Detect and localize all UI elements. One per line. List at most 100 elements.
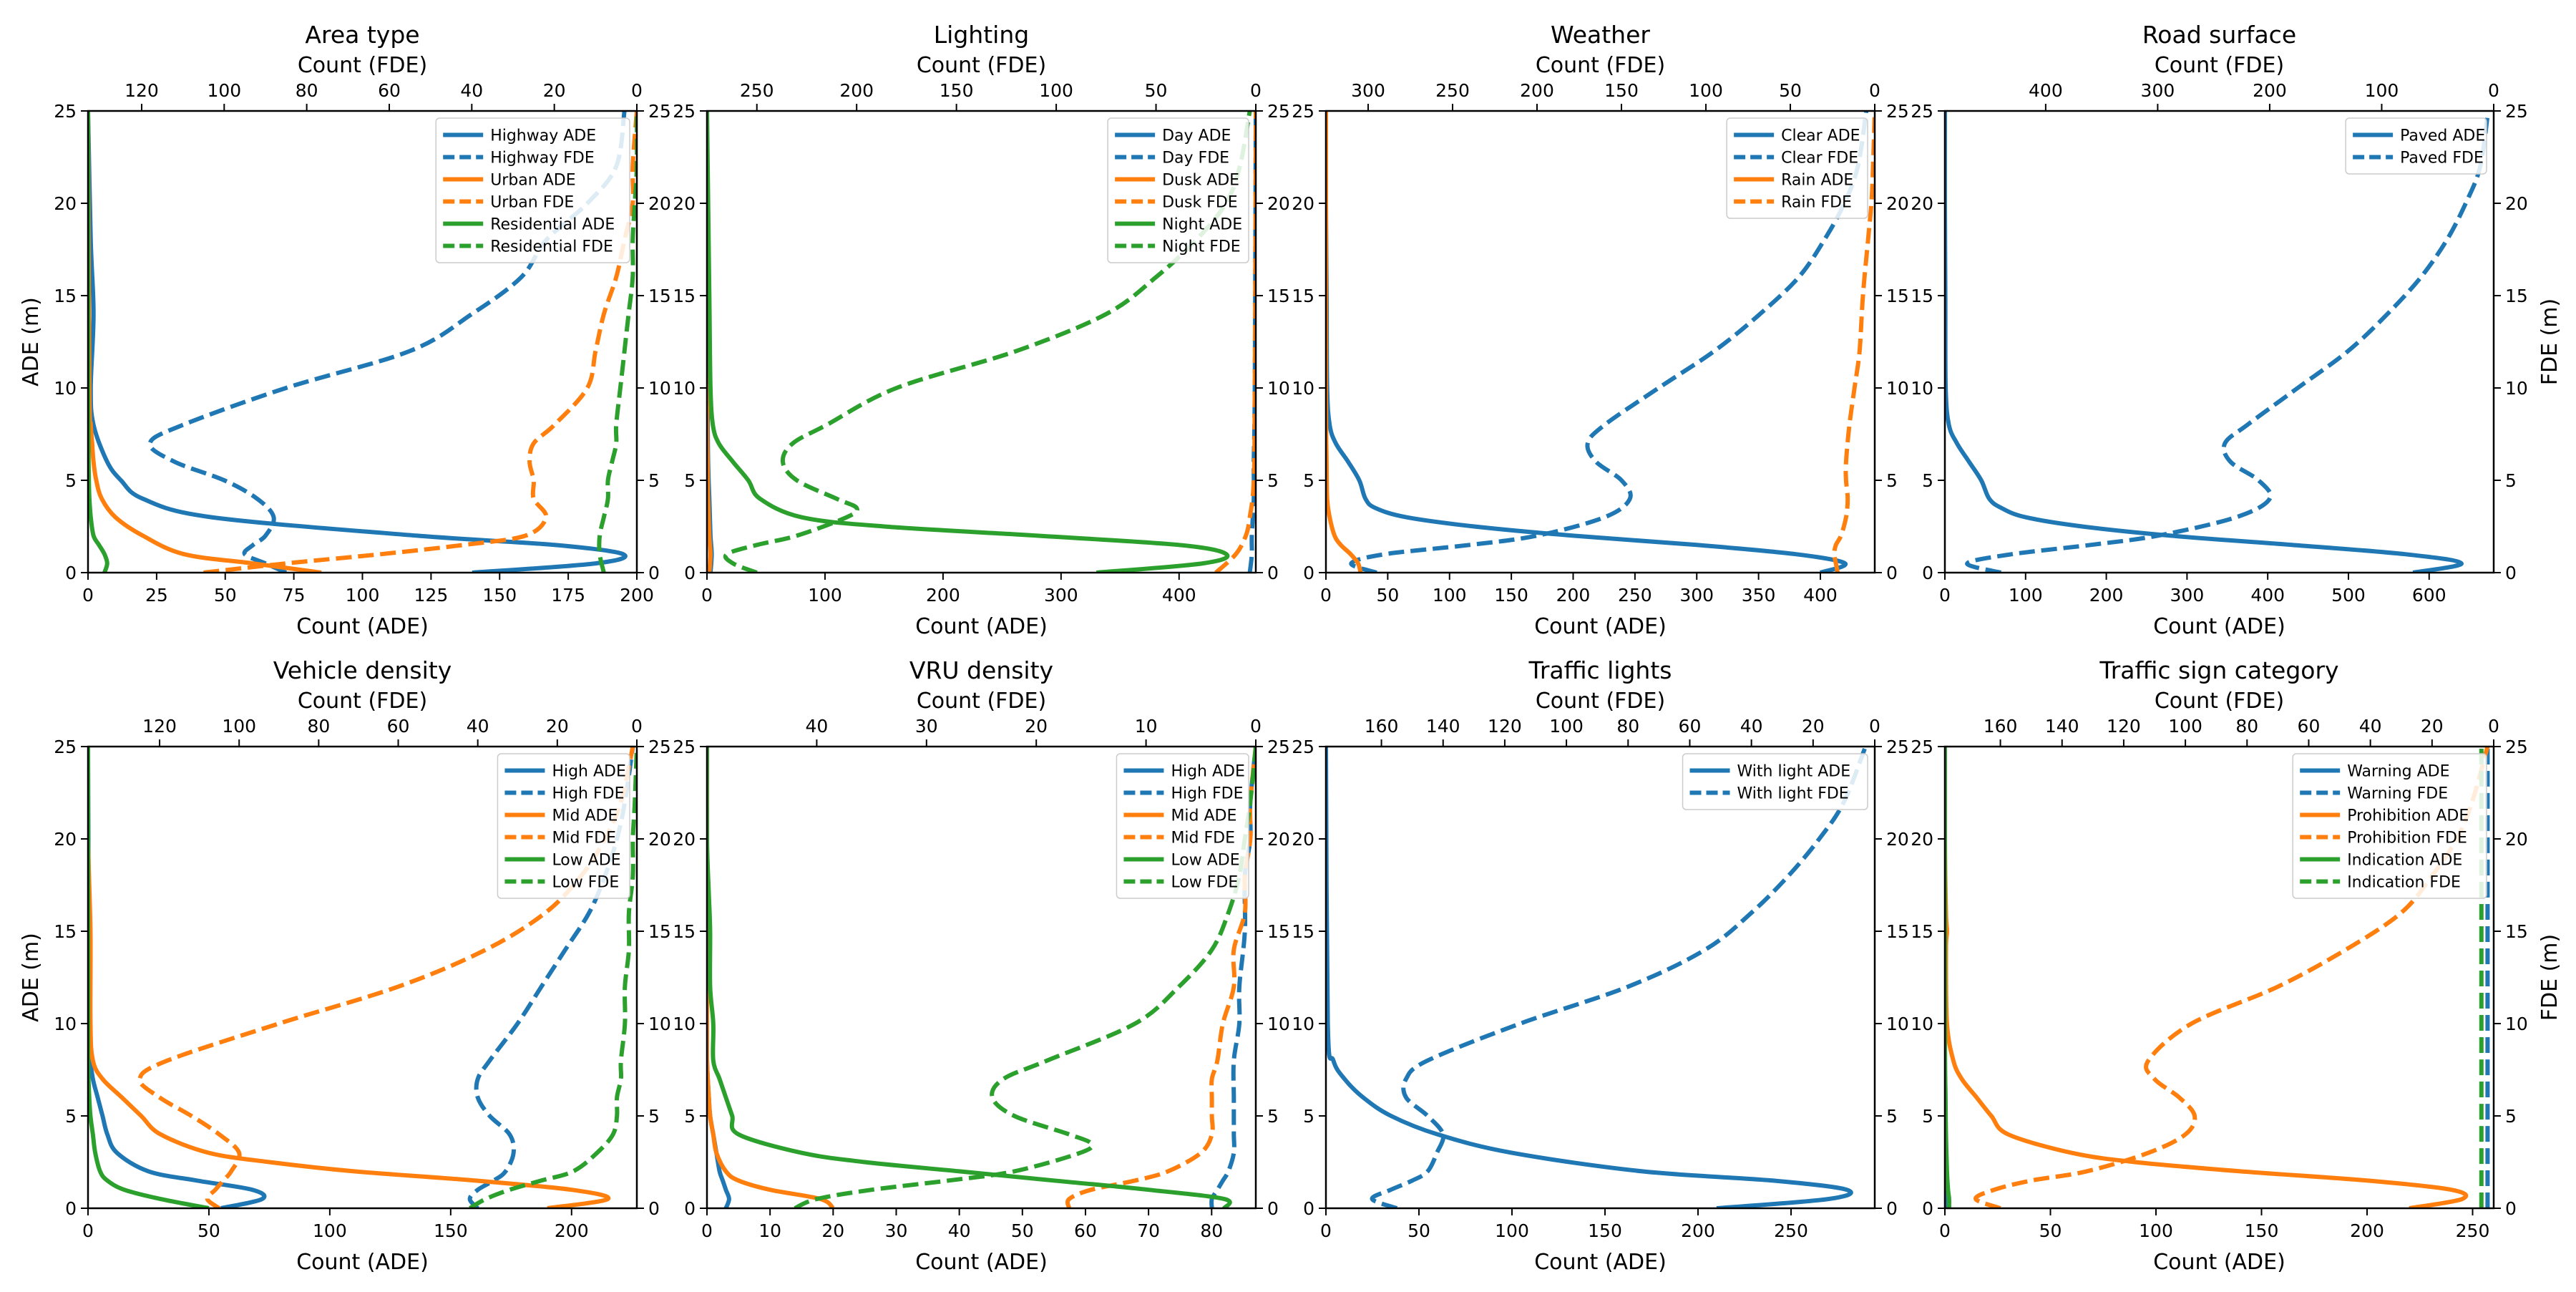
y-tick-label-right: 5 bbox=[1267, 470, 1279, 491]
y-tick-label-left: 5 bbox=[684, 1106, 696, 1127]
y-tick-label-left: 10 bbox=[1911, 378, 1933, 399]
y-tick-label-left: 25 bbox=[54, 737, 77, 757]
x-tick-label-top: 160 bbox=[1365, 716, 1399, 737]
y-tick-label-right: 20 bbox=[1886, 193, 1909, 214]
y-tick-label-right: 5 bbox=[2505, 1106, 2517, 1127]
legend-entry: Low ADE bbox=[1171, 852, 1239, 870]
x-tick-label-top: 100 bbox=[222, 716, 256, 737]
y-tick-label-right: 10 bbox=[1886, 378, 1909, 399]
legend-entry: Mid FDE bbox=[552, 830, 616, 847]
x-tick-label-top: 40 bbox=[805, 716, 828, 737]
y-tick-label-right: 20 bbox=[648, 193, 671, 214]
x-tick-label-top: 0 bbox=[1250, 716, 1262, 737]
x-tick-label-bottom: 100 bbox=[346, 585, 380, 606]
series-line-paved-ade bbox=[1945, 111, 2464, 573]
legend-entry: Paved ADE bbox=[2400, 127, 2485, 145]
legend-entry: Clear FDE bbox=[1781, 150, 1858, 167]
y-tick-label-left: 15 bbox=[1911, 286, 1933, 306]
y-tick-label-right: 10 bbox=[648, 378, 671, 399]
y-tick-label-right: 25 bbox=[1267, 101, 1290, 122]
x-tick-label-top: 120 bbox=[142, 716, 177, 737]
legend: Clear ADE Clear FDE Rain ADE Rain FDE bbox=[1726, 117, 1868, 219]
x-tick-label-top: 200 bbox=[2253, 80, 2287, 101]
y-tick-label-left: 20 bbox=[1911, 829, 1933, 850]
y-tick-label-left: 10 bbox=[1911, 1014, 1933, 1034]
x-tick-label-bottom: 200 bbox=[620, 585, 654, 606]
x-tick-label-top: 60 bbox=[387, 716, 410, 737]
x-tick-label-bottom: 100 bbox=[1433, 585, 1467, 606]
y-tick-label-right: 0 bbox=[1886, 1198, 1898, 1219]
legend-entry: Warning FDE bbox=[2347, 785, 2448, 803]
legend-entry: Prohibition FDE bbox=[2347, 830, 2467, 847]
x-tick-label-top: 120 bbox=[125, 80, 159, 101]
subplot-title: Weather bbox=[1551, 21, 1650, 49]
y-tick-label-right: 15 bbox=[2505, 921, 2528, 942]
legend-entry: High FDE bbox=[1171, 785, 1243, 803]
x-tick-label-bottom: 100 bbox=[808, 585, 842, 606]
legend-box bbox=[2345, 117, 2487, 175]
x-tick-label-bottom: 200 bbox=[2350, 1220, 2384, 1241]
x-tick-label-top: 300 bbox=[2141, 80, 2175, 101]
legend: High ADE High FDE Mid ADE Mid FDE Low ADE Low… bbox=[1116, 753, 1249, 899]
x-tick-label-bottom: 200 bbox=[1556, 585, 1591, 606]
x-axis-label-bottom: Count (ADE) bbox=[296, 1250, 429, 1275]
y-tick-label-right: 0 bbox=[648, 563, 660, 583]
y-tick-label-left: 5 bbox=[1922, 1106, 1933, 1127]
y-tick-label-left: 20 bbox=[54, 193, 77, 214]
series-line-highway-ade bbox=[88, 111, 628, 573]
series-line-mid-fde bbox=[137, 747, 635, 1208]
x-axis-label-top: Count (FDE) bbox=[917, 53, 1046, 78]
y-tick-label-left: 5 bbox=[65, 1106, 77, 1127]
x-tick-label-top: 20 bbox=[1802, 716, 1825, 737]
x-tick-label-bottom: 25 bbox=[145, 585, 168, 606]
series-line-rain-fde bbox=[1832, 111, 1875, 573]
y-tick-label-left: 5 bbox=[1303, 1106, 1314, 1127]
x-tick-label-bottom: 70 bbox=[1137, 1220, 1160, 1241]
x-tick-label-bottom: 0 bbox=[1320, 585, 1332, 606]
series-line-urban-fde bbox=[203, 111, 637, 573]
x-tick-label-top: 100 bbox=[2168, 716, 2202, 737]
x-tick-label-top: 250 bbox=[1435, 80, 1470, 101]
plot-frame bbox=[706, 745, 1257, 1210]
x-axis-label-top: Count (FDE) bbox=[2155, 53, 2284, 78]
legend-entry: Low FDE bbox=[552, 874, 619, 892]
x-tick-label-bottom: 200 bbox=[926, 585, 960, 606]
y-tick-label-left: 15 bbox=[1292, 921, 1314, 942]
y-tick-label-left: 5 bbox=[1922, 470, 1933, 491]
legend: High ADE High FDE Mid ADE Mid FDE Low ADE Low… bbox=[497, 753, 630, 899]
x-tick-label-top: 100 bbox=[1039, 80, 1073, 101]
y-tick-label-right: 5 bbox=[648, 1106, 660, 1127]
y-tick-label-right: 15 bbox=[2505, 286, 2528, 306]
legend-entry: Dusk FDE bbox=[1162, 194, 1238, 212]
y-axis-label-left: ADE (m) bbox=[19, 933, 44, 1022]
legend-entry: Day ADE bbox=[1162, 127, 1231, 145]
y-tick-label-left: 10 bbox=[54, 1014, 77, 1034]
x-tick-label-top: 60 bbox=[1679, 716, 1702, 737]
x-tick-label-top: 60 bbox=[2298, 716, 2321, 737]
x-tick-label-bottom: 125 bbox=[414, 585, 449, 606]
x-tick-label-bottom: 75 bbox=[283, 585, 306, 606]
y-tick-label-right: 10 bbox=[2505, 378, 2528, 399]
series-line-low-ade bbox=[88, 747, 210, 1208]
legend-entry: Rain ADE bbox=[1781, 172, 1853, 190]
legend-entry: Low ADE bbox=[552, 852, 620, 870]
legend-entry: Paved FDE bbox=[2400, 150, 2484, 167]
legend-entry: High ADE bbox=[552, 763, 625, 781]
legend-entry: Night FDE bbox=[1162, 238, 1241, 256]
legend-entry: Highway ADE bbox=[490, 127, 596, 145]
x-axis-label-bottom: Count (ADE) bbox=[2153, 614, 2285, 639]
series-line-with-light-fde bbox=[1370, 747, 1868, 1208]
y-tick-label-left: 5 bbox=[684, 470, 696, 491]
y-tick-label-left: 20 bbox=[673, 829, 696, 850]
legend: Paved ADE Paved FDE bbox=[2345, 117, 2487, 175]
y-tick-label-left: 0 bbox=[1922, 1198, 1933, 1219]
x-tick-label-top: 100 bbox=[207, 80, 241, 101]
y-tick-label-left: 0 bbox=[684, 563, 696, 583]
y-tick-label-right: 20 bbox=[1267, 193, 1290, 214]
x-tick-label-top: 150 bbox=[940, 80, 974, 101]
x-tick-label-bottom: 150 bbox=[434, 1220, 468, 1241]
y-tick-label-left: 15 bbox=[54, 286, 77, 306]
legend-entry: With light ADE bbox=[1737, 763, 1851, 781]
x-tick-label-bottom: 200 bbox=[1681, 1220, 1715, 1241]
